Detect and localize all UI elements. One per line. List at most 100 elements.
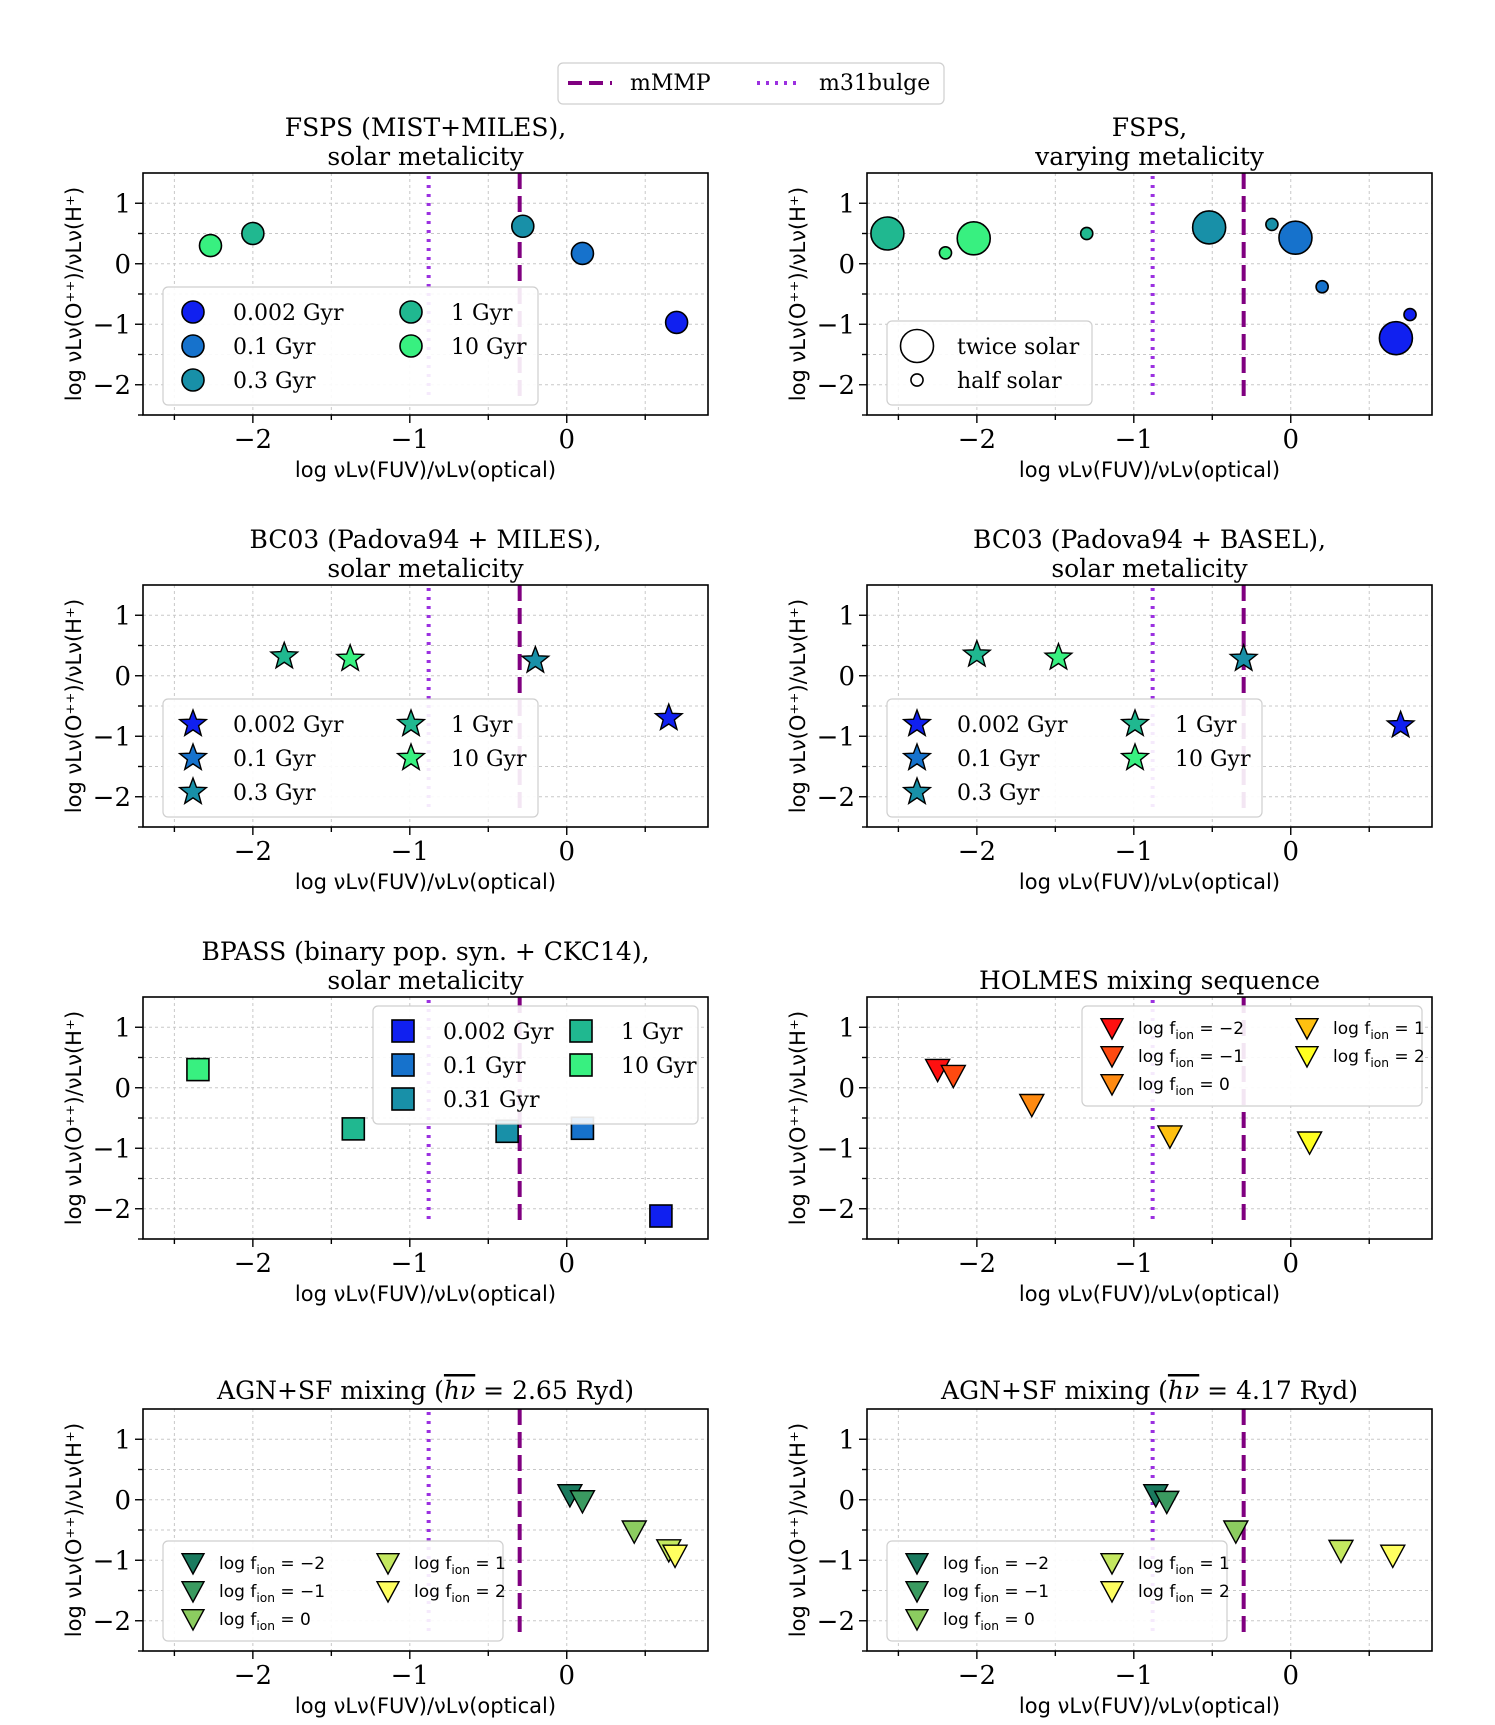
panel-7: −2 −1 0 −2 −1 0 1 log νLν(FUV)/νLν(optical) log … <box>62 1376 709 1718</box>
y-tick-label: −2 <box>817 1607 855 1637</box>
data-point <box>198 233 223 258</box>
top-legend-frame <box>557 62 945 105</box>
legend-marker <box>177 708 209 737</box>
panel-legend: twice solar half solar <box>886 320 1093 406</box>
legend-label: 10 Gyr <box>621 1054 697 1079</box>
legend-item: 0.002 Gyr <box>177 708 344 738</box>
data-point <box>1278 220 1313 256</box>
legend-item: log fion = 2 <box>375 1580 506 1605</box>
y-tick-label: −2 <box>93 371 131 401</box>
y-tick-label: 0 <box>114 1074 131 1104</box>
data-point <box>341 1117 366 1141</box>
y-tick-label: 1 <box>838 601 855 631</box>
panel-title-line1: FSPS, <box>1112 113 1187 142</box>
legend-label-part: = 0 <box>999 1610 1035 1630</box>
legend-marker <box>1119 742 1151 771</box>
legend-label: 10 Gyr <box>451 747 527 772</box>
legend-label: 0.1 Gyr <box>233 747 316 772</box>
reference-lines <box>1150 173 1246 400</box>
legend-label: log fion = 1 <box>414 1554 506 1577</box>
data-point <box>1403 307 1417 322</box>
legend-item: log fion = −2 <box>904 1552 1049 1577</box>
legend-label-part: = 2 <box>470 1582 506 1602</box>
data-point <box>1296 1131 1323 1156</box>
x-tick-label: 0 <box>1282 425 1299 455</box>
data-point <box>569 1490 596 1515</box>
x-tick-label: −1 <box>1115 1661 1153 1691</box>
data-point <box>1018 1093 1045 1119</box>
legend-marker <box>375 1580 401 1604</box>
panel-title-line2: solar metalicity <box>327 966 524 995</box>
legend-item: half solar <box>910 369 1062 394</box>
data-point <box>870 216 905 251</box>
legend-label-sub: ion <box>1175 1591 1194 1605</box>
legend-marker <box>899 328 935 364</box>
panel-3: −2 −1 0 −2 −1 0 1 log νLν(FUV)/νLν(optical) log … <box>62 525 709 894</box>
ticks: −2 −1 0 −2 −1 0 1 <box>817 1425 1370 1691</box>
legend-label-part: log f <box>1138 1075 1176 1095</box>
ticks: −2 −1 0 −2 −1 0 1 <box>93 601 646 867</box>
title-part: = 4.17 Ryd) <box>1199 1376 1358 1405</box>
x-tick-label: 0 <box>558 1661 575 1691</box>
x-tick-label: −2 <box>234 1249 272 1279</box>
y-tick-label: −1 <box>93 722 131 752</box>
legend-marker <box>910 373 924 387</box>
data-point <box>661 1544 689 1569</box>
legend-marker <box>901 742 933 771</box>
data-point <box>961 638 993 668</box>
legend-label: log fion = 0 <box>1138 1075 1230 1098</box>
panel-title: HOLMES mixing sequence <box>979 966 1320 995</box>
panel-title-line2: solar metalicity <box>1051 554 1248 583</box>
legend-item: 0.1 Gyr <box>181 334 316 360</box>
y-tick-label: 0 <box>838 662 855 692</box>
data-points <box>269 640 684 732</box>
legend-frame <box>886 698 1263 818</box>
legend-item: 0.1 Gyr <box>391 1053 526 1079</box>
title-hnu: hν <box>444 1376 475 1405</box>
x-axis-label: log νLν(FUV)/νLν(optical) <box>1019 1282 1280 1306</box>
data-point <box>621 1520 648 1545</box>
legend-item: 10 Gyr <box>395 742 527 772</box>
legend-marker <box>904 1608 930 1632</box>
panel-2: −2 −1 0 −2 −1 0 1 log νLν(FUV)/νLν(optical) log … <box>786 113 1433 482</box>
legend-item: log fion = −2 <box>180 1552 325 1577</box>
data-point <box>1315 279 1329 294</box>
data-point <box>1327 1539 1355 1565</box>
legend-label: 1 Gyr <box>451 301 513 326</box>
y-axis-label: log νLν(O⁺⁺)/νLν(H⁺) <box>786 599 810 813</box>
legend-label-part: = −1 <box>999 1582 1049 1602</box>
y-tick-label: 1 <box>838 1425 855 1455</box>
panel-legend: 0.002 Gyr 1 Gyr 0.1 Gyr 10 Gyr 0.3 Gyr <box>162 698 539 818</box>
legend-label: 0.002 Gyr <box>233 301 344 326</box>
legend-marker <box>1099 1045 1125 1069</box>
data-point <box>1191 210 1227 245</box>
legend-label: 0.1 Gyr <box>443 1054 526 1079</box>
legend-label-part: = −1 <box>1194 1047 1244 1067</box>
legend-label-sub: ion <box>256 1619 275 1633</box>
data-point <box>938 246 953 260</box>
data-point <box>940 1064 967 1090</box>
legend-marker <box>1294 1045 1320 1069</box>
panel-title-line1: BPASS (binary pop. syn. + CKC14), <box>201 937 649 966</box>
x-tick-label: 0 <box>558 1249 575 1279</box>
legend-label-sub: ion <box>451 1563 470 1577</box>
y-tick-label: −2 <box>817 1195 855 1225</box>
legend-marker <box>1099 1017 1125 1041</box>
data-points <box>870 210 1417 356</box>
x-tick-label: −1 <box>1115 1249 1153 1279</box>
legend-label-sub: ion <box>980 1619 999 1633</box>
y-tick-label: −1 <box>93 1546 131 1576</box>
legend-label: log fion = −2 <box>219 1554 325 1577</box>
y-tick-label: 1 <box>838 1013 855 1043</box>
y-tick-label: −1 <box>93 310 131 340</box>
title-part: AGN+SF mixing ( <box>216 1376 444 1405</box>
x-axis-label: log νLν(FUV)/νLν(optical) <box>1019 458 1280 482</box>
legend-item: log fion = 2 <box>1294 1045 1425 1070</box>
x-axis-label: log νLν(FUV)/νLν(optical) <box>1019 1694 1280 1718</box>
panel-title-line1: BC03 (Padova94 + MILES), <box>250 525 602 554</box>
legend-label: 0.3 Gyr <box>233 369 316 394</box>
legend-marker <box>181 300 205 324</box>
legend-label-sub: ion <box>1175 1028 1194 1042</box>
legend-item: log fion = 1 <box>1099 1552 1230 1577</box>
y-tick-label: −2 <box>93 1607 131 1637</box>
